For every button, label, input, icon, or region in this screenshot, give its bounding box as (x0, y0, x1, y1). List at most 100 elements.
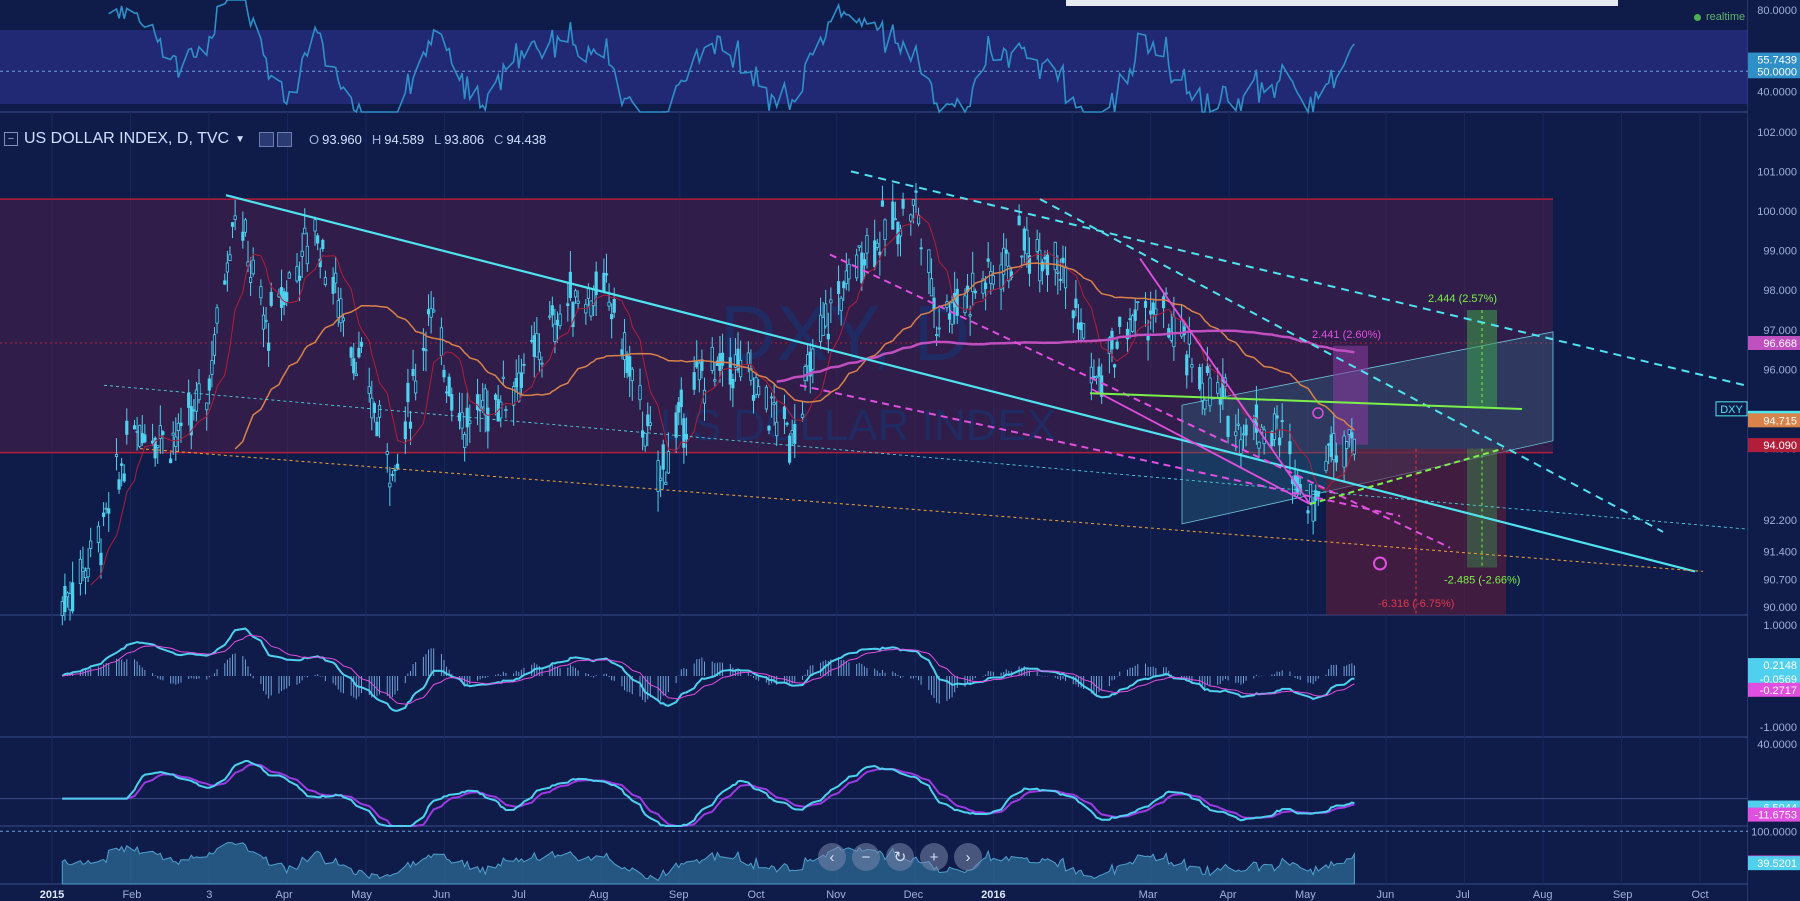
candle-body (1040, 261, 1044, 272)
zoom-out-icon[interactable]: − (852, 843, 880, 871)
candle-body (187, 392, 191, 408)
last-value-label: -11.6753 (1754, 810, 1797, 822)
osc-main-line (62, 760, 1355, 827)
candle-body (504, 409, 508, 411)
candle-body (174, 436, 178, 447)
x-tick-label: Sep (1613, 889, 1633, 901)
candle-body (63, 585, 67, 613)
candle-body (880, 200, 885, 207)
candle-body (86, 567, 90, 578)
zoom-in-icon[interactable]: + (920, 843, 948, 871)
candle-body (720, 352, 725, 366)
last-value-label: 50.0000 (1757, 66, 1797, 78)
gear-icon[interactable] (277, 131, 292, 147)
candle-body (842, 281, 846, 289)
candle-body (1316, 491, 1320, 497)
candle-body (1089, 366, 1093, 384)
scroll-left-icon[interactable]: ‹ (818, 843, 846, 871)
magenta-solid-b (1091, 388, 1311, 505)
x-tick-label: Jul (1456, 889, 1470, 901)
candle-body (282, 291, 286, 306)
candle-body (442, 369, 446, 378)
y-tick-label: 97.000 (1763, 325, 1797, 337)
macd-panel[interactable] (61, 627, 1355, 712)
candle-body (1306, 510, 1310, 514)
candle-body (352, 358, 356, 374)
last-value-label: -0.2717 (1760, 685, 1797, 697)
settings-icon[interactable] (259, 131, 274, 147)
candle-body (568, 271, 572, 298)
candle-body (909, 214, 913, 222)
candle-body (447, 376, 451, 396)
y-tick-label: 92.200 (1763, 515, 1797, 527)
candle-body (465, 407, 469, 428)
symbol-title[interactable]: US DOLLAR INDEX, D, TVC (24, 130, 230, 147)
candle-body (622, 332, 627, 361)
candle-body (586, 288, 591, 299)
candle-body (775, 421, 779, 437)
y-tick-label: -1.0000 (1760, 722, 1797, 734)
candle-body (986, 258, 990, 262)
candle-body (251, 259, 255, 275)
candle-body (628, 356, 632, 377)
candle-body (558, 313, 562, 327)
candle-body (630, 368, 634, 382)
candle-body (339, 298, 343, 324)
collapse-icon[interactable]: − (4, 132, 18, 146)
candle-body (297, 275, 302, 281)
candle-body (661, 444, 665, 470)
ohlc-value: 93.960 (322, 131, 362, 147)
candle-body (1185, 354, 1189, 376)
candle-body (893, 218, 897, 221)
y-tick-label: 102.000 (1757, 127, 1797, 139)
candle-body (873, 240, 877, 268)
candle-body (674, 412, 678, 438)
candle-body (764, 386, 768, 410)
candle-body (264, 319, 268, 322)
candle-body (150, 440, 155, 444)
candle-body (937, 327, 941, 330)
price-panel[interactable]: 2.444 (2.57%) 2.441 (2.60%) -2.485 (-2.66%… (60, 170, 1779, 626)
candle-body (754, 377, 758, 395)
scroll-right-icon[interactable]: › (954, 843, 982, 871)
candle-body (540, 362, 544, 365)
x-tick-label: Jun (1376, 889, 1394, 901)
y-tick-label: 1.0000 (1763, 620, 1797, 632)
ma-fast-line (90, 212, 1355, 586)
realtime-status: realtime (1694, 11, 1745, 23)
candle-body (192, 409, 196, 412)
oscillator-panel[interactable] (0, 760, 1748, 827)
volume-oscillator-panel[interactable] (0, 830, 1748, 885)
candle-body (692, 372, 696, 390)
candle-body (370, 397, 374, 419)
candle-body (259, 286, 263, 299)
candle-body (375, 421, 379, 437)
ohlc-value: 94.438 (506, 131, 547, 147)
candle-body (390, 474, 395, 476)
candle-body (483, 388, 487, 416)
candle-body (367, 386, 371, 394)
rsi-panel[interactable] (0, 0, 1748, 115)
candle-body (713, 379, 717, 382)
rsi-line (108, 0, 1355, 115)
candle-body (493, 394, 498, 400)
candle-body (811, 348, 815, 370)
reset-icon[interactable]: ↻ (886, 843, 914, 871)
candle-body (656, 460, 660, 492)
candle-body (602, 272, 606, 293)
time-axis[interactable]: 2015 Feb 3 Apr May Jun Jul Aug Sep Oct Nov Dec 2016 M… (40, 889, 1709, 901)
candle-body (96, 525, 101, 543)
last-value-label: 0.2148 (1763, 660, 1797, 672)
candle-body (991, 275, 995, 285)
candle-body (1149, 310, 1153, 315)
x-tick-label: Mar (1139, 889, 1158, 901)
candle-body (1342, 435, 1346, 468)
candle-body (1208, 377, 1212, 407)
chevron-down-icon[interactable]: ▼ (235, 133, 245, 145)
candle-body (793, 423, 797, 444)
candle-body (408, 421, 413, 429)
candle-body (285, 292, 289, 302)
candle-body (1280, 420, 1284, 422)
